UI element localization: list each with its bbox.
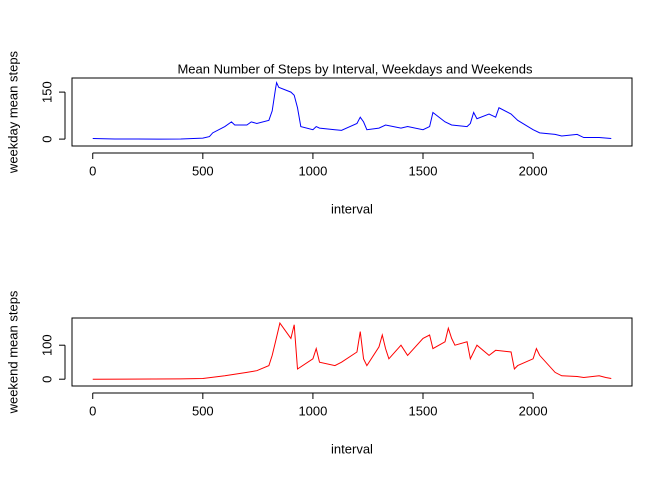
x-tick-label: 500 [192, 403, 214, 418]
x-tick-label: 2000 [519, 163, 548, 178]
y-tick-label: 100 [39, 334, 54, 356]
plot-box [71, 77, 633, 147]
plot-box [71, 317, 633, 387]
x-tick-label: 0 [89, 163, 96, 178]
x-tick-label: 1500 [409, 403, 438, 418]
chart-title: Mean Number of Steps by Interval, Weekda… [177, 61, 533, 76]
x-tick-label: 1000 [298, 163, 327, 178]
series-line [92, 81, 612, 140]
x-tick-label: 2000 [519, 403, 548, 418]
y-tick-label: 0 [39, 376, 54, 383]
x-tick-label: 1500 [409, 163, 438, 178]
y-tick-label: 150 [39, 81, 54, 103]
x-axis-label: interval [331, 201, 373, 216]
y-tick-label: 0 [39, 135, 54, 142]
series-line [92, 321, 612, 380]
y-axis-label: weekday mean steps [5, 50, 20, 174]
x-tick-label: 0 [89, 403, 96, 418]
y-axis-label: weekend mean steps [5, 290, 20, 414]
x-axis-label: interval [331, 441, 373, 456]
x-tick-label: 500 [192, 163, 214, 178]
x-tick-label: 1000 [298, 403, 327, 418]
